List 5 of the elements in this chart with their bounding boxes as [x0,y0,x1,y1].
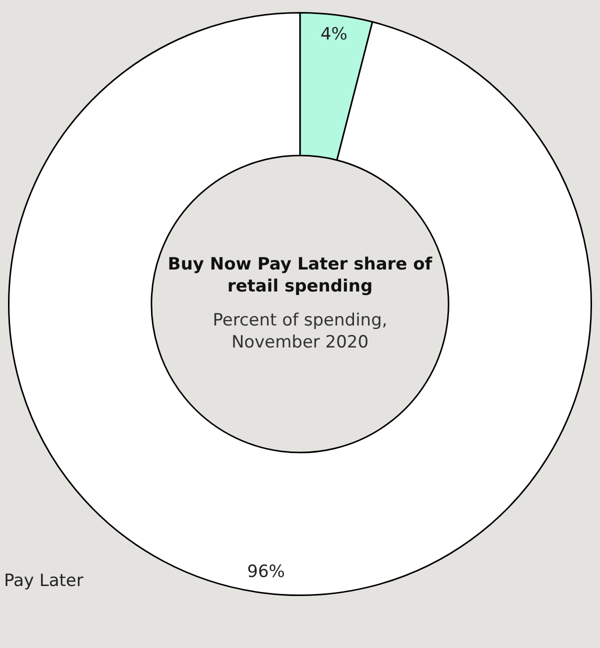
text: Percent of spending, November 2020 [212,310,388,352]
data-label: 96% [247,562,285,582]
text: Buy Now Pay Later share of retail spending [168,254,433,296]
data-label: 4% [320,24,348,45]
slice-label: Pay Later [4,570,84,591]
